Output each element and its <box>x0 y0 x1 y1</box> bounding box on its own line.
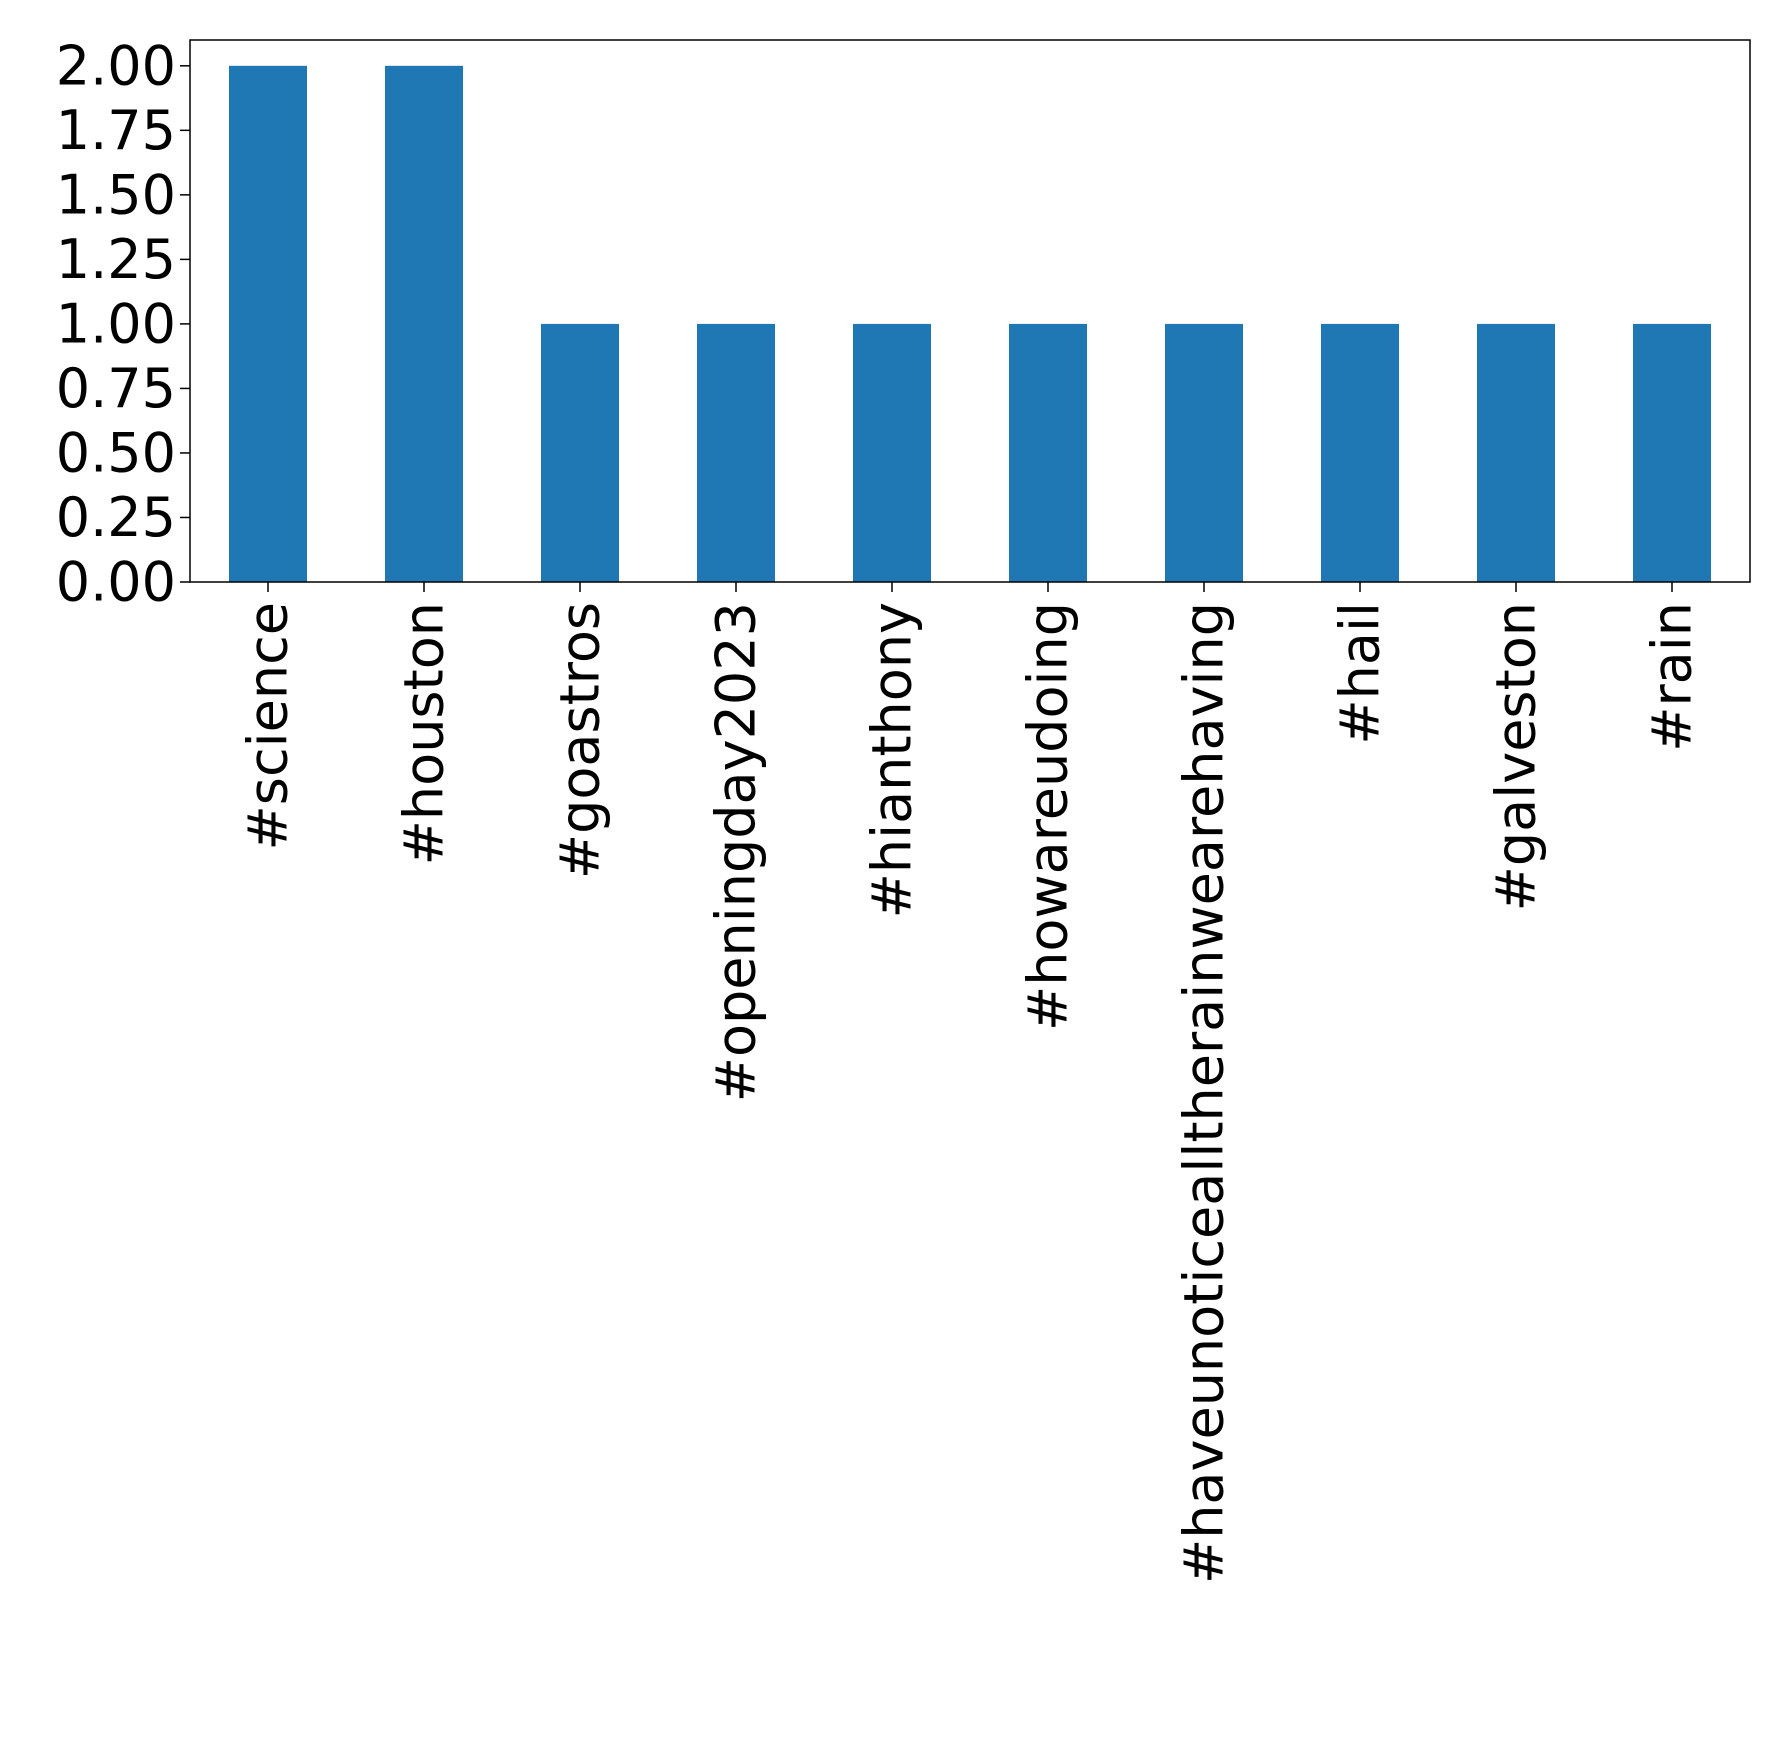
x-tick-label: #haveunoticealltherainwearehaving <box>1173 602 1236 1584</box>
y-tick-label: 0.50 <box>56 421 176 484</box>
y-tick-label: 0.75 <box>56 357 176 420</box>
bar-science <box>229 65 307 583</box>
y-tick-label: 0.25 <box>56 486 176 549</box>
bar-houston <box>385 65 463 583</box>
x-tick-label: #howareudoing <box>1017 602 1080 1031</box>
bar-haveunoticealltherainwearehaving <box>1165 323 1243 582</box>
bar-openingday2023 <box>697 323 775 582</box>
bar-hianthony <box>853 323 931 582</box>
bar-galveston <box>1477 323 1555 582</box>
x-tick-label: #galveston <box>1485 602 1548 911</box>
y-axis: 0.000.250.500.751.001.251.501.752.00 <box>56 34 190 614</box>
y-tick-label: 1.00 <box>56 292 176 355</box>
x-tick-label: #science <box>237 602 300 850</box>
x-tick-label: #hail <box>1329 602 1392 745</box>
x-tick-label: #hianthony <box>861 602 924 918</box>
y-tick-label: 0.00 <box>56 551 176 614</box>
x-axis: #science #houston #goastros #openingday2023… <box>237 582 1704 1584</box>
y-tick-label: 1.75 <box>56 99 176 162</box>
bars-layer <box>229 65 1711 583</box>
x-tick-label: #goastros <box>549 602 612 879</box>
bar-rain <box>1633 323 1711 582</box>
bar-goastros <box>541 323 619 582</box>
x-tick-label: #openingday2023 <box>705 602 768 1102</box>
bar-howareudoing <box>1009 323 1087 582</box>
y-tick-label: 1.50 <box>56 163 176 226</box>
plot-frame <box>189 39 1751 583</box>
x-tick-label: #rain <box>1641 602 1704 752</box>
x-tick-label: #houston <box>393 602 456 865</box>
y-tick-label: 1.25 <box>56 228 176 291</box>
y-tick-label: 2.00 <box>56 34 176 97</box>
bar-hail <box>1321 323 1399 582</box>
